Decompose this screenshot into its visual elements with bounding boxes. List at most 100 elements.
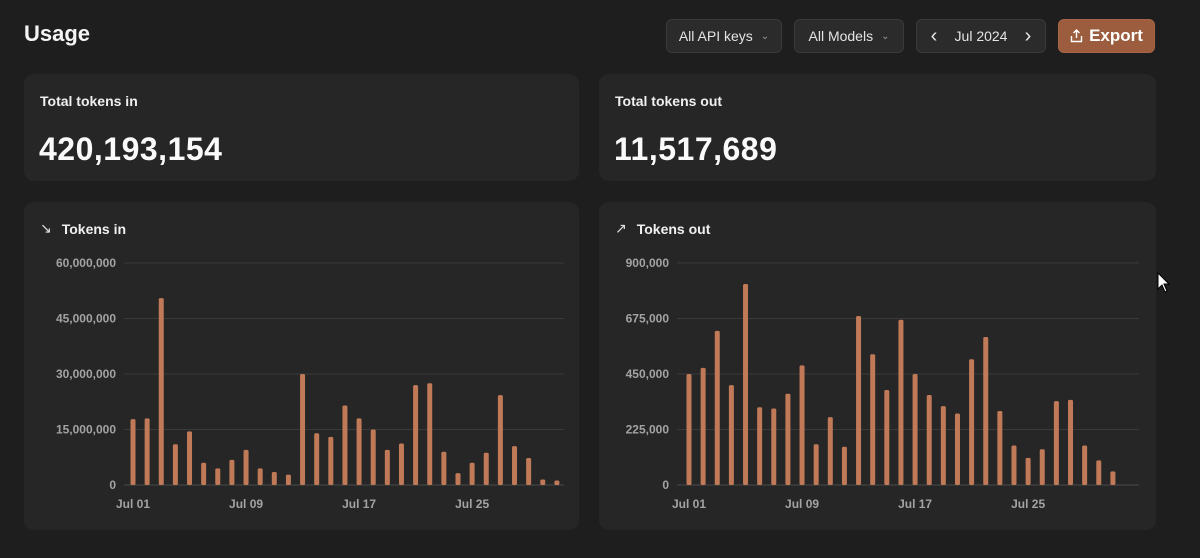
bar	[271, 472, 277, 485]
bar	[1096, 460, 1102, 485]
models-label: All Models	[808, 28, 874, 44]
bar	[441, 451, 447, 485]
arrow-down-right-icon: ↘	[40, 220, 52, 236]
tokens-in-chart-title: Tokens in	[61, 220, 127, 237]
x-tick-label: Jul 01	[116, 497, 150, 511]
arrow-up-right-icon: ↗	[615, 220, 627, 236]
x-tick-label: Jul 17	[342, 497, 376, 511]
bar	[1025, 457, 1031, 485]
bar	[1110, 471, 1116, 485]
y-tick-label: 0	[662, 478, 669, 492]
bar	[158, 298, 164, 485]
export-label: Export	[1089, 26, 1143, 45]
tokens-in-chart-card: 0 15,000,000 30,000,000 45,000,000 60,000,00…	[24, 202, 579, 530]
total-tokens-out-card: Total tokens out 11,517,689	[599, 74, 1156, 181]
bar	[983, 337, 989, 485]
bar	[1053, 401, 1059, 485]
bar	[342, 405, 348, 485]
y-tick-label: 60,000,000	[56, 256, 116, 270]
y-tick-label: 675,000	[626, 312, 670, 326]
bar	[314, 433, 320, 485]
x-tick-label: Jul 25	[1011, 497, 1045, 511]
bar	[813, 444, 819, 485]
total-tokens-in-value: 420,193,154	[39, 131, 223, 167]
bar	[856, 316, 862, 485]
bar	[954, 413, 960, 485]
bar	[898, 319, 904, 485]
bar	[413, 385, 419, 485]
models-dropdown[interactable]: All Models ⌄	[794, 19, 904, 53]
bar	[912, 374, 918, 485]
month-navigator: ‹ Jul 2024 ›	[916, 19, 1046, 53]
bar	[300, 374, 306, 485]
bar	[714, 330, 720, 485]
month-label: Jul 2024	[954, 28, 1008, 44]
y-tick-label: 450,000	[626, 367, 670, 381]
bar	[841, 446, 847, 485]
tokens-out-chart-title: Tokens out	[636, 220, 711, 237]
bar	[201, 462, 207, 485]
y-tick-label: 15,000,000	[56, 423, 116, 437]
bar	[526, 457, 532, 485]
bar	[285, 474, 291, 485]
bar	[728, 385, 734, 485]
share-icon	[1070, 29, 1083, 43]
y-tick-label: 900,000	[626, 256, 670, 270]
tokens-out-chart-card: 0 225,000 450,000 675,000 900,000 Jul 01 Jul 0…	[599, 202, 1156, 530]
bar	[469, 462, 475, 485]
x-tick-label: Jul 09	[229, 497, 263, 511]
bar	[130, 419, 136, 485]
bar	[743, 283, 749, 485]
y-tick-label: 0	[109, 478, 116, 492]
bar	[427, 383, 433, 485]
api-keys-label: All API keys	[678, 28, 753, 44]
mouse-cursor-icon	[1157, 272, 1171, 293]
y-tick-label: 45,000,000	[56, 312, 116, 326]
bar	[540, 479, 546, 485]
bar	[554, 480, 560, 485]
page-title: Usage	[24, 21, 91, 46]
bar	[1082, 445, 1088, 485]
bar	[384, 449, 390, 485]
bar	[497, 395, 503, 485]
api-keys-dropdown[interactable]: All API keys ⌄	[666, 19, 782, 53]
x-tick-label: Jul 01	[672, 497, 706, 511]
bar	[997, 411, 1003, 485]
bar	[483, 452, 489, 485]
bar	[187, 431, 193, 485]
bar	[870, 354, 876, 485]
bar	[398, 443, 404, 485]
chevron-down-icon: ⌄	[760, 30, 770, 42]
bar	[243, 449, 249, 485]
chevron-down-icon: ⌄	[881, 30, 890, 42]
y-tick-label: 225,000	[626, 423, 670, 437]
y-tick-label: 30,000,000	[56, 367, 116, 381]
bar	[172, 444, 178, 485]
bar	[799, 365, 805, 485]
bar	[455, 473, 461, 485]
bar	[1039, 449, 1045, 485]
total-tokens-in-card: Total tokens in 420,193,154	[24, 74, 579, 181]
bar	[771, 408, 777, 485]
bar	[229, 459, 235, 485]
bar	[785, 393, 791, 485]
bar	[926, 394, 932, 485]
total-tokens-out-value: 11,517,689	[614, 131, 778, 167]
bar	[757, 407, 763, 485]
bar	[1068, 399, 1074, 485]
bar	[884, 390, 890, 485]
x-tick-label: Jul 17	[898, 497, 932, 511]
bar	[512, 446, 518, 485]
next-month-button[interactable]: ›	[1024, 24, 1032, 47]
bar	[827, 417, 833, 485]
prev-month-button[interactable]: ‹	[930, 24, 938, 47]
export-button[interactable]: Export	[1058, 19, 1155, 53]
x-tick-label: Jul 09	[785, 497, 819, 511]
bar	[700, 367, 706, 485]
tokens-out-chart: 0 225,000 450,000 675,000 900,000 Jul 01 Jul 0…	[626, 256, 1139, 511]
total-tokens-in-label: Total tokens in	[40, 93, 138, 109]
bar	[1011, 445, 1017, 485]
bar	[370, 429, 376, 485]
bar	[328, 436, 334, 485]
bar	[144, 418, 150, 485]
